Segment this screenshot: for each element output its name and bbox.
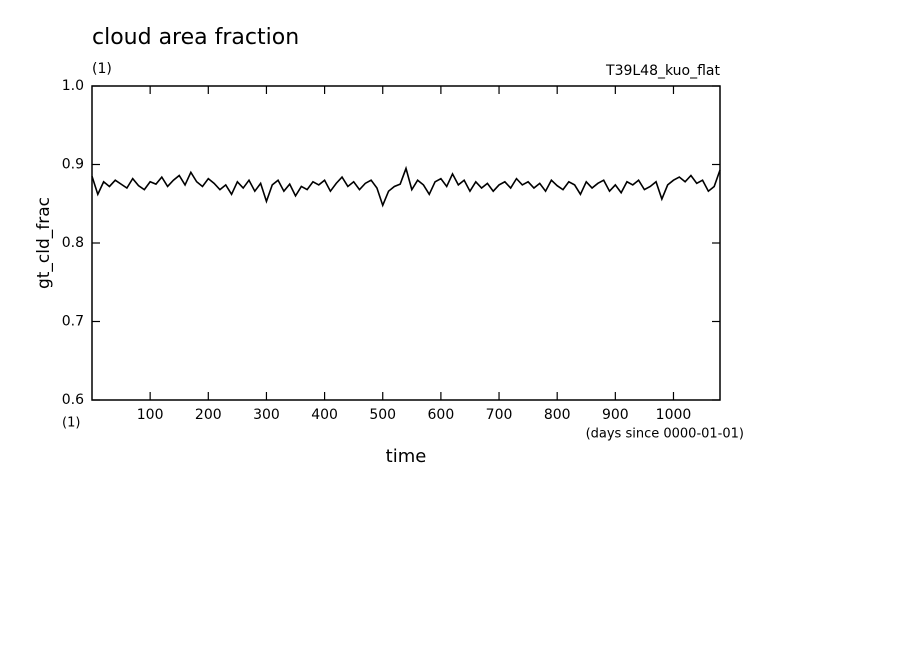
y-tick-label: 0.9	[62, 157, 84, 173]
x-tick-label: 100	[137, 407, 164, 423]
y-tick-label: 1.0	[62, 78, 84, 94]
y-axis-label: gt_cld_frac	[34, 197, 54, 289]
x-tick-label: 300	[253, 407, 280, 423]
x-tick-label: 200	[195, 407, 222, 423]
data-line	[91, 165, 721, 208]
x-tick-label: 700	[486, 407, 513, 423]
chart-title: cloud area fraction	[92, 25, 299, 50]
y-tick-label: 0.7	[62, 314, 84, 330]
x-tick-label: 800	[544, 407, 571, 423]
y-units: (1)	[62, 416, 80, 431]
y-tick-label: 0.8	[62, 235, 84, 251]
x-tick-label: 500	[369, 407, 396, 423]
x-axis-label: time	[386, 446, 427, 467]
x-units: (days since 0000-01-01)	[586, 427, 744, 442]
annotation: T39L48_kuo_flat	[605, 63, 720, 79]
x-tick-label: 900	[602, 407, 629, 423]
subtitle: (1)	[92, 61, 112, 77]
x-tick-label: 600	[428, 407, 455, 423]
y-tick-label: 0.6	[62, 392, 84, 408]
x-tick-label: 1000	[656, 407, 692, 423]
x-tick-label: 400	[311, 407, 338, 423]
